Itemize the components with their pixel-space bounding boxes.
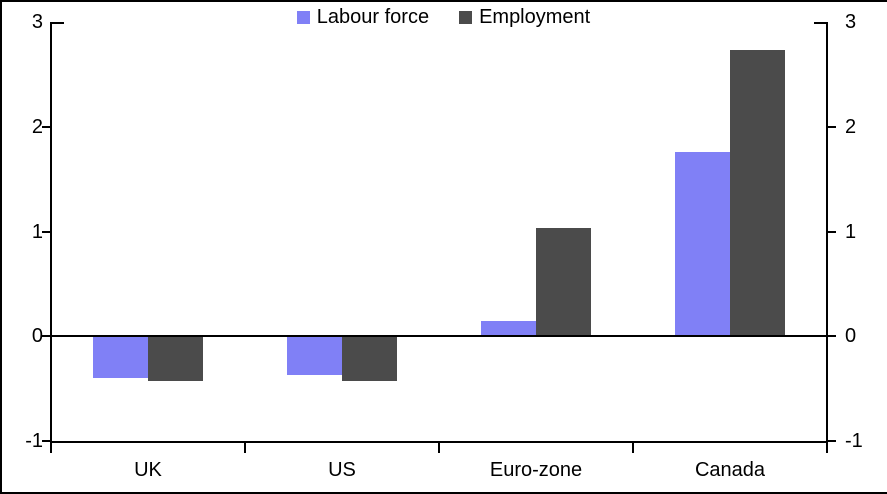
image-border-top bbox=[0, 0, 887, 2]
y-axis-top-cap-right bbox=[814, 22, 828, 24]
y-axis-top-cap-left bbox=[50, 22, 64, 24]
y-axis-tick-right bbox=[828, 230, 836, 233]
y-axis-label-left: 1 bbox=[31, 220, 43, 243]
y-axis-label-left: 2 bbox=[31, 115, 43, 138]
y-axis-label-right: 0 bbox=[845, 325, 857, 348]
legend-swatch-employment bbox=[459, 10, 473, 24]
x-axis-tick bbox=[826, 443, 828, 453]
y-axis-tick-right bbox=[828, 125, 836, 128]
y-axis-label-right: -1 bbox=[845, 430, 863, 452]
legend-label-employment: Employment bbox=[479, 6, 591, 28]
y-axis-label-left: -1 bbox=[25, 430, 43, 452]
x-axis-tick bbox=[244, 443, 246, 453]
x-axis-label-us: US bbox=[328, 459, 356, 481]
bar-labour-force-canada bbox=[675, 151, 730, 337]
y-axis-label-left: 0 bbox=[31, 325, 43, 348]
y-axis-label-right: 2 bbox=[845, 115, 857, 138]
image-border-bottom bbox=[0, 492, 887, 494]
x-axis-label-euro-zone: Euro-zone bbox=[489, 459, 583, 481]
y-axis-tick-left bbox=[42, 335, 50, 338]
x-axis-tick bbox=[50, 443, 52, 453]
legend-item-labour-force: Labour force bbox=[296, 6, 430, 28]
bar-employment-canada bbox=[730, 50, 785, 337]
legend-label-labour-force: Labour force bbox=[316, 6, 430, 28]
y-axis-tick-left bbox=[42, 125, 50, 128]
y-axis-tick-right bbox=[828, 440, 836, 442]
x-axis-label-canada: Canada bbox=[694, 459, 766, 481]
chart-legend: Labour force Employment bbox=[0, 6, 887, 28]
y-axis-tick-right bbox=[828, 335, 836, 338]
y-axis-label-right: 1 bbox=[845, 220, 857, 243]
y-axis-right bbox=[826, 22, 828, 443]
image-border-left bbox=[0, 0, 2, 494]
y-axis-left bbox=[50, 22, 52, 443]
x-axis-label-uk: UK bbox=[134, 459, 162, 481]
bar-labour-force-uk bbox=[93, 336, 148, 379]
y-axis-tick-left bbox=[42, 230, 50, 233]
x-axis-tick bbox=[632, 443, 634, 453]
bar-labour-force-euro-zone bbox=[481, 320, 536, 337]
bar-employment-uk bbox=[148, 336, 203, 382]
x-axis-tick bbox=[438, 443, 440, 453]
zero-line bbox=[50, 335, 828, 338]
y-axis-label-right: 3 bbox=[845, 11, 857, 33]
legend-item-employment: Employment bbox=[459, 6, 590, 28]
y-axis-tick-left bbox=[42, 440, 50, 442]
y-axis-label-left: 3 bbox=[31, 11, 43, 33]
bar-employment-euro-zone bbox=[536, 228, 591, 337]
legend-swatch-labour-force bbox=[296, 10, 310, 24]
x-axis-baseline bbox=[50, 441, 828, 443]
bar-labour-force-us bbox=[287, 336, 342, 375]
bar-employment-us bbox=[342, 336, 397, 382]
